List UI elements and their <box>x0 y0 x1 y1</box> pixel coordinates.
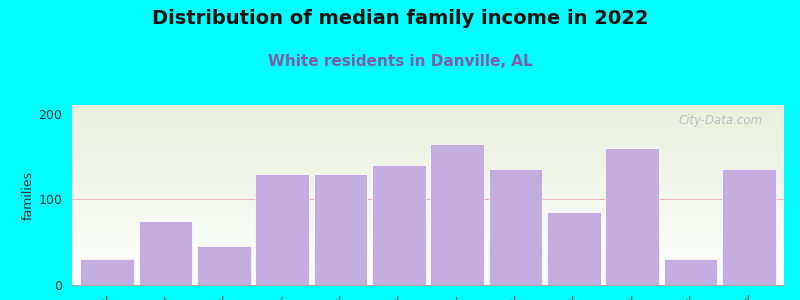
Bar <box>547 212 601 285</box>
Y-axis label: families: families <box>22 170 34 220</box>
Bar <box>606 148 659 285</box>
Bar <box>489 169 542 285</box>
Bar <box>314 174 367 285</box>
Text: City-Data.com: City-Data.com <box>678 114 762 127</box>
Bar <box>722 169 776 285</box>
Bar <box>372 165 426 285</box>
Text: White residents in Danville, AL: White residents in Danville, AL <box>268 54 532 69</box>
Bar <box>430 144 484 285</box>
Bar <box>664 259 718 285</box>
Bar <box>138 221 192 285</box>
Bar <box>255 174 309 285</box>
Bar <box>197 246 250 285</box>
Bar <box>80 259 134 285</box>
Text: Distribution of median family income in 2022: Distribution of median family income in … <box>152 9 648 28</box>
